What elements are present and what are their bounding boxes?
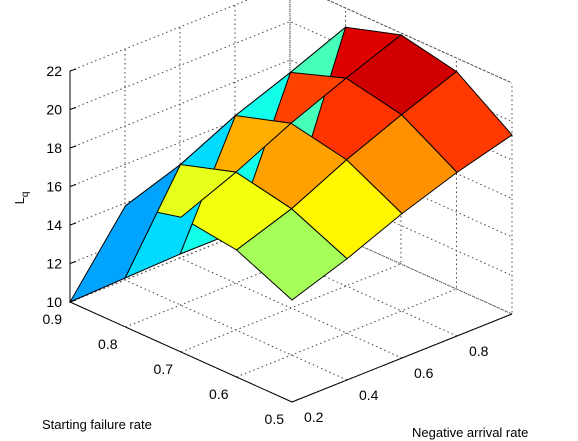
surface [68, 25, 513, 304]
z-tick-mark [69, 261, 77, 264]
z-tick-label: 12 [46, 256, 62, 272]
z-tick-label: 10 [46, 294, 62, 310]
x-tick-label: 0.6 [414, 365, 434, 381]
y-axis-line [69, 301, 293, 403]
x-tick-label: 0.2 [304, 409, 324, 425]
y-tick-label: 0.5 [265, 411, 285, 427]
z-tick-mark [69, 107, 77, 110]
surface-patch-0-0 [68, 164, 181, 304]
z-tick-label: 14 [46, 217, 62, 233]
z-axis-label: Lq [12, 192, 31, 205]
z-tick-mark [69, 145, 77, 149]
y-axis-label: Starting failure rate [42, 417, 152, 432]
z-tick-mark [69, 184, 77, 187]
box-edge [326, 0, 513, 84]
z-tick-mark [69, 299, 77, 303]
y-tick-label: 0.6 [209, 386, 229, 402]
z-tick-label: 22 [46, 63, 62, 79]
x-tick-label: 0.4 [359, 387, 379, 403]
x-tick-label: 0.8 [469, 343, 489, 359]
y-tick-label: 0.7 [154, 361, 174, 377]
y-tick-label: 0.9 [43, 311, 63, 327]
z-tick-mark [69, 222, 77, 226]
tick-labels: 10 12 14 16 18 20 22 0.9 0.8 0.7 0.6 0.5 0.2 0.4 0.6 0.… [43, 63, 489, 427]
x-axis-label: Negative arrival rate [412, 425, 528, 440]
z-tick-label: 16 [46, 179, 62, 195]
y-tick-label: 0.8 [98, 336, 118, 352]
z-tick-mark [69, 68, 77, 72]
x-axis-line [291, 313, 513, 403]
z-tick-label: 20 [46, 102, 62, 118]
z-tick-label: 18 [46, 140, 62, 156]
